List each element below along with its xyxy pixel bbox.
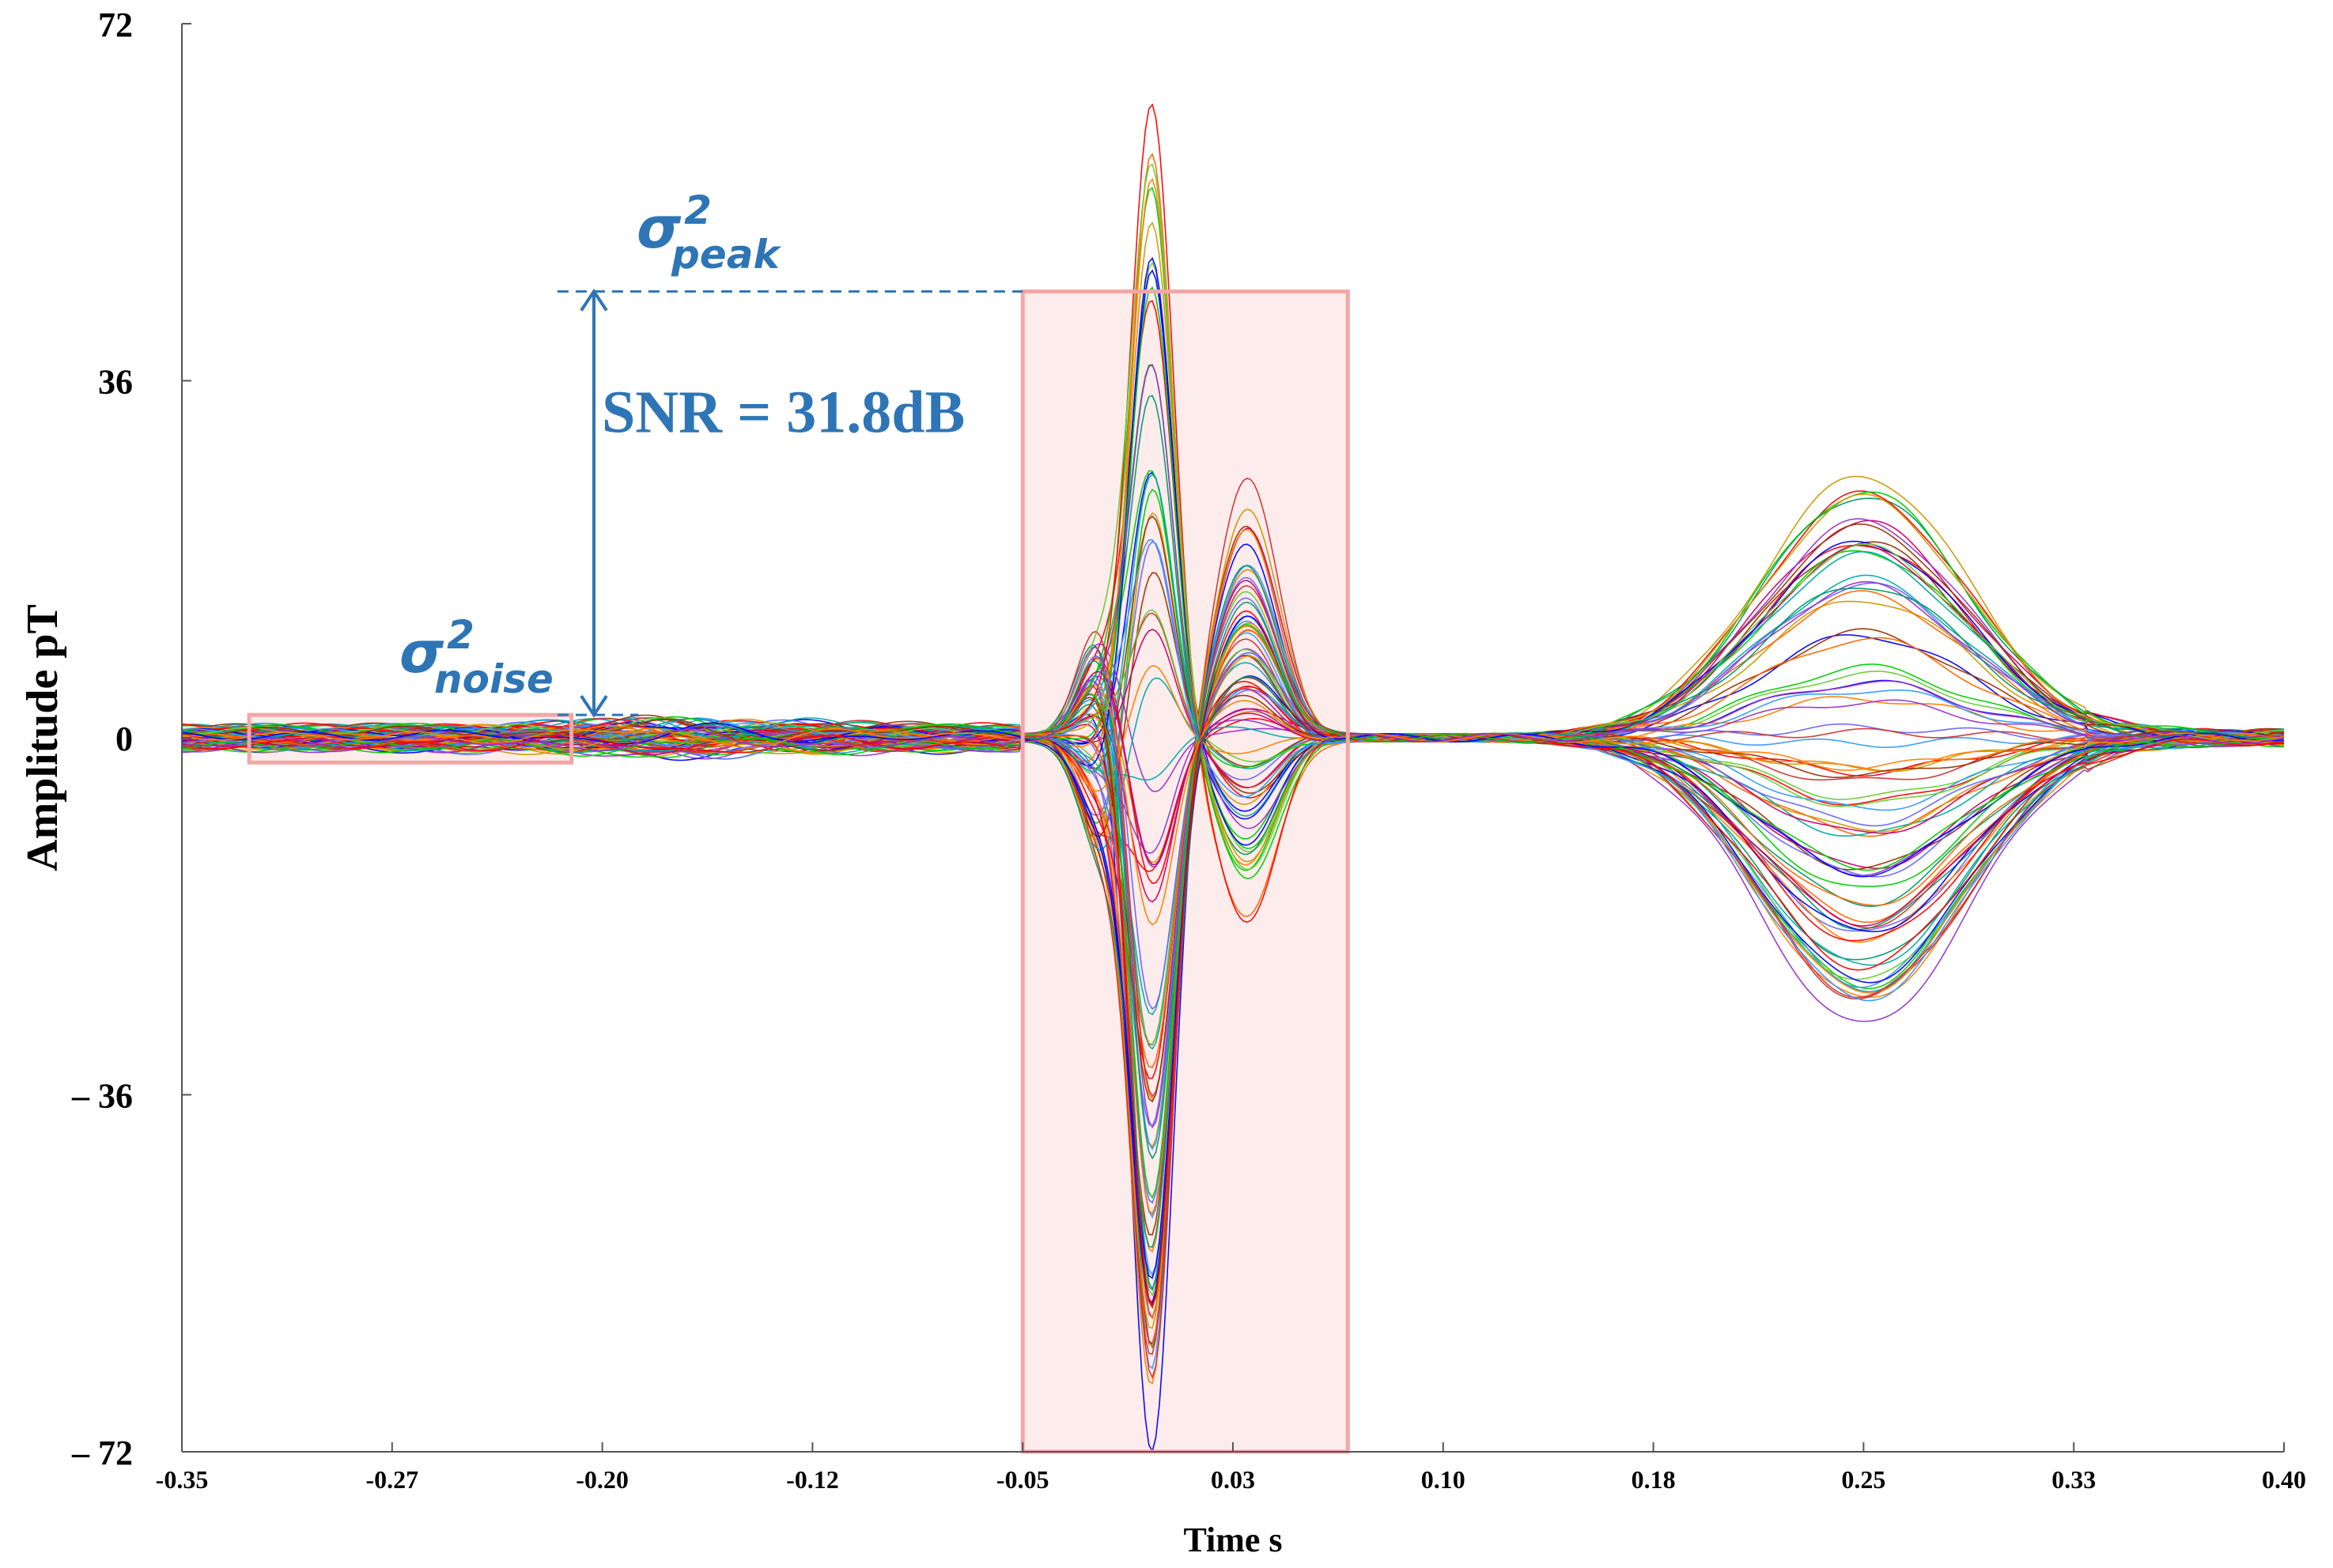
signal-trace bbox=[182, 153, 2284, 917]
signal-trace bbox=[181, 655, 2285, 1148]
noise-region-border bbox=[247, 712, 574, 765]
x-tick-label: -0.35 bbox=[156, 1465, 209, 1494]
signal-trace bbox=[181, 647, 2285, 1129]
signal-trace bbox=[181, 623, 2285, 1200]
signal-trace bbox=[181, 694, 2285, 1103]
x-tick-label: 0.18 bbox=[1632, 1465, 1676, 1494]
signal-trace bbox=[181, 574, 2285, 1050]
snr-arrowhead-top bbox=[580, 289, 608, 312]
y-tick-label: 72 bbox=[98, 6, 133, 44]
y-tick-label: – 36 bbox=[71, 1077, 133, 1116]
x-tick-label: 0.25 bbox=[1841, 1465, 1885, 1494]
signal-trace bbox=[181, 685, 2285, 926]
sigma-noise-symbol: σ bbox=[399, 619, 444, 686]
sigma-peak-label: σ 2 peak bbox=[637, 187, 781, 278]
x-axis-title: Time s bbox=[1183, 1521, 1282, 1559]
signal-trace bbox=[181, 717, 2285, 837]
x-tick-label: 0.33 bbox=[2051, 1465, 2096, 1494]
sigma-noise-exponent: 2 bbox=[447, 612, 475, 658]
signal-trace bbox=[181, 615, 2285, 1279]
sigma-noise-subscript: noise bbox=[434, 656, 554, 702]
x-tick-label: -0.20 bbox=[576, 1465, 629, 1494]
x-tick-label: -0.05 bbox=[996, 1465, 1049, 1494]
signal-trace bbox=[181, 475, 2285, 841]
x-tick-label: 0.10 bbox=[1421, 1465, 1465, 1494]
signal-trace bbox=[181, 221, 2285, 863]
sigma-peak-exponent: 2 bbox=[684, 187, 712, 233]
traces-layer bbox=[181, 103, 2285, 1453]
signal-trace bbox=[181, 576, 2284, 1291]
snr-annotation: SNR = 31.8dB σ 2 peak σ 2 noise bbox=[399, 187, 1023, 718]
x-tick-label: 0.03 bbox=[1211, 1465, 1255, 1494]
signal-trace bbox=[181, 261, 2285, 852]
x-ticks: -0.35 -0.27 -0.20 -0.12 -0.05 0.03 0.10 0.18 0.2… bbox=[156, 1442, 2306, 1494]
signal-trace bbox=[181, 163, 2285, 871]
x-tick-label: 0.40 bbox=[2262, 1465, 2306, 1494]
signal-trace bbox=[181, 652, 2285, 1128]
y-tick-label: – 72 bbox=[71, 1434, 133, 1472]
x-tick-label: -0.27 bbox=[365, 1465, 418, 1494]
y-axis-title: Amplitude pT bbox=[18, 604, 67, 871]
y-tick-label: 0 bbox=[115, 720, 133, 758]
signal-trace bbox=[181, 584, 2285, 1355]
y-ticks: 72 36 0 – 36 – 72 bbox=[71, 6, 191, 1472]
signal-trace bbox=[181, 364, 2285, 829]
sigma-noise-label: σ 2 noise bbox=[399, 612, 554, 702]
x-tick-label: -0.12 bbox=[786, 1465, 839, 1494]
y-tick-label: 36 bbox=[98, 363, 133, 402]
snr-label: SNR = 31.8dB bbox=[602, 379, 965, 445]
signal-trace bbox=[181, 686, 2285, 1016]
sigma-peak-symbol: σ bbox=[637, 195, 682, 261]
signal-trace bbox=[181, 671, 2285, 927]
sigma-peak-subscript: peak bbox=[671, 232, 781, 278]
snr-arrowhead-bottom bbox=[580, 695, 608, 718]
signal-trace bbox=[181, 256, 2285, 932]
